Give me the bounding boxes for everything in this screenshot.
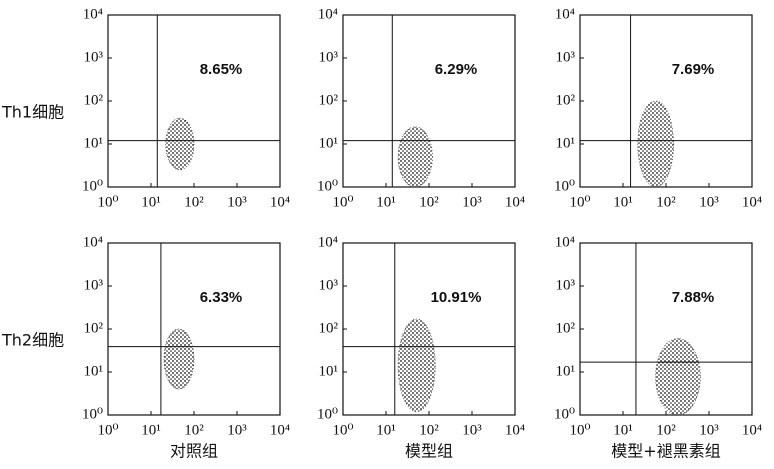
dot-cluster [163,328,195,390]
y-tick-label: 10² [319,92,339,108]
x-tick-label: 10¹ [376,194,396,210]
y-tick-label: 10⁰ [554,178,575,194]
y-tick-label: 10⁰ [317,178,338,194]
y-tick-label: 10² [84,92,104,108]
dot-cluster [637,100,674,188]
x-tick-label: 10⁴ [742,422,762,438]
x-tick-label: 10⁴ [270,422,290,438]
x-tick-label: 10⁰ [97,194,118,210]
x-tick-label: 10³ [227,422,247,438]
y-tick-label: 10³ [319,277,339,293]
y-tick-label: 10⁴ [555,234,575,250]
column-label: 对照组 [170,442,218,461]
x-tick-label: 10¹ [141,422,161,438]
dot-cluster [655,338,701,416]
quadrant-percent: 7.88% [672,289,715,306]
x-tick-label: 10¹ [613,194,633,210]
x-tick-label: 10² [419,194,439,210]
x-tick-label: 10⁴ [505,422,525,438]
y-tick-label: 10¹ [84,363,104,379]
plot-frame [107,14,281,188]
y-tick-label: 10³ [84,49,104,65]
x-tick-label: 10³ [462,194,482,210]
x-tick-label: 10¹ [613,422,633,438]
y-tick-label: 10⁴ [555,6,575,22]
x-tick-label: 10⁰ [569,194,590,210]
y-tick-label: 10² [556,92,576,108]
y-tick-label: 10⁴ [83,234,103,250]
y-tick-label: 10³ [84,277,104,293]
column-label: 模型+褪黑素组 [611,442,720,461]
dot-cluster [397,126,433,188]
x-tick-label: 10⁴ [270,194,290,210]
x-tick-label: 10⁰ [569,422,590,438]
y-tick-label: 10³ [319,49,339,65]
y-tick-label: 10³ [556,277,576,293]
y-tick-label: 10¹ [84,135,104,151]
x-tick-label: 10¹ [141,194,161,210]
x-tick-label: 10² [184,194,204,210]
x-tick-label: 10¹ [376,422,396,438]
y-tick-label: 10⁰ [317,406,338,422]
y-tick-label: 10¹ [556,135,576,151]
quadrant-percent: 6.33% [200,289,243,306]
y-tick-label: 10³ [556,49,576,65]
x-tick-label: 10⁰ [97,422,118,438]
y-tick-label: 10² [84,320,104,336]
x-tick-label: 10⁰ [332,194,353,210]
y-tick-label: 10¹ [319,363,339,379]
y-tick-label: 10⁰ [82,406,103,422]
x-tick-label: 10² [419,422,439,438]
x-tick-label: 10² [656,422,676,438]
column-label: 模型组 [405,442,453,461]
x-tick-label: 10³ [699,194,719,210]
dot-cluster [397,318,436,412]
x-tick-label: 10⁴ [505,194,525,210]
x-tick-label: 10² [656,194,676,210]
y-tick-label: 10⁰ [554,406,575,422]
y-tick-label: 10⁴ [318,6,338,22]
dot-cluster [165,117,195,171]
x-tick-label: 10⁴ [742,194,762,210]
y-tick-label: 10⁴ [83,6,103,22]
quadrant-percent: 8.65% [200,61,243,78]
y-tick-label: 10⁴ [318,234,338,250]
row-label: Th2细胞 [1,331,64,350]
plot-frame [107,242,281,416]
quadrant-percent: 7.69% [672,61,715,78]
x-tick-label: 10³ [462,422,482,438]
y-tick-label: 10¹ [319,135,339,151]
y-tick-label: 10⁰ [82,178,103,194]
quadrant-percent: 6.29% [435,61,478,78]
y-tick-label: 10² [556,320,576,336]
x-tick-label: 10³ [227,194,247,210]
x-tick-label: 10⁰ [332,422,353,438]
x-tick-label: 10² [184,422,204,438]
y-tick-label: 10¹ [556,363,576,379]
y-tick-label: 10² [319,320,339,336]
x-tick-label: 10³ [699,422,719,438]
row-label: Th1细胞 [1,103,64,122]
quadrant-percent: 10.91% [431,289,482,306]
